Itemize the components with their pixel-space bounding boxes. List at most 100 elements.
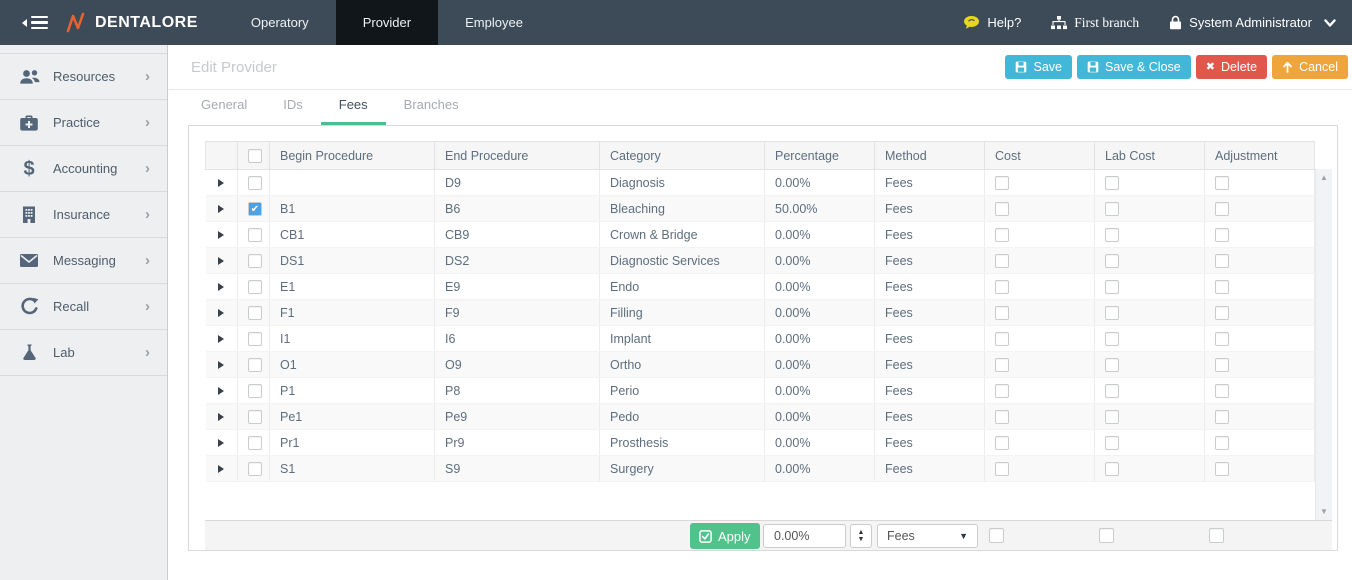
- table-row[interactable]: B1 B6 Bleaching 50.00% Fees: [205, 195, 1333, 222]
- nav-item-employee[interactable]: Employee: [465, 15, 523, 30]
- row-expand-icon[interactable]: [218, 230, 225, 239]
- adjustment-checkbox[interactable]: [1215, 201, 1229, 216]
- table-row[interactable]: F1 F9 Filling 0.00% Fees: [205, 299, 1333, 326]
- adjustment-checkbox[interactable]: [1215, 331, 1229, 346]
- sidebar-item-accounting[interactable]: $ Accounting ›: [0, 146, 167, 192]
- table-row[interactable]: I1 I6 Implant 0.00% Fees: [205, 325, 1333, 352]
- row-select-checkbox[interactable]: [248, 357, 262, 372]
- row-expand-icon[interactable]: [218, 204, 225, 213]
- scroll-up-icon[interactable]: ▲: [1320, 173, 1328, 182]
- branch-selector[interactable]: First branch: [1051, 15, 1139, 31]
- row-expand-icon[interactable]: [218, 308, 225, 317]
- step-up-icon[interactable]: ▲: [857, 529, 865, 536]
- column-header-lab-cost[interactable]: Lab Cost: [1094, 141, 1205, 170]
- sidebar-item-practice[interactable]: Practice ›: [0, 100, 167, 146]
- row-select-checkbox[interactable]: [248, 383, 262, 398]
- column-header-begin-procedure[interactable]: Begin Procedure: [269, 141, 435, 170]
- lab-cost-checkbox[interactable]: [1105, 331, 1119, 346]
- save-button[interactable]: Save: [1005, 55, 1072, 79]
- vertical-scrollbar[interactable]: ▲ ▼: [1315, 169, 1332, 520]
- tab-ids[interactable]: IDs: [283, 97, 303, 112]
- table-row[interactable]: E1 E9 Endo 0.00% Fees: [205, 273, 1333, 300]
- cost-checkbox[interactable]: [995, 253, 1009, 268]
- column-header-adjustment[interactable]: Adjustment: [1204, 141, 1315, 170]
- table-row[interactable]: Pr1 Pr9 Prosthesis 0.00% Fees: [205, 429, 1333, 456]
- row-expand-icon[interactable]: [218, 386, 225, 395]
- brand[interactable]: DENTALORE: [66, 0, 198, 45]
- row-expand-icon[interactable]: [218, 178, 225, 187]
- row-select-checkbox[interactable]: [248, 435, 262, 450]
- lab-cost-checkbox[interactable]: [1105, 461, 1119, 476]
- column-header-method[interactable]: Method: [874, 141, 985, 170]
- tab-fees[interactable]: Fees: [320, 97, 386, 125]
- cost-checkbox[interactable]: [995, 331, 1009, 346]
- step-down-icon[interactable]: ▼: [857, 536, 865, 543]
- adjustment-checkbox[interactable]: [1215, 461, 1229, 476]
- apply-adjustment-checkbox[interactable]: [1209, 528, 1224, 543]
- column-header-cost[interactable]: Cost: [984, 141, 1095, 170]
- column-header-end-procedure[interactable]: End Procedure: [434, 141, 600, 170]
- adjustment-checkbox[interactable]: [1215, 175, 1229, 190]
- lab-cost-checkbox[interactable]: [1105, 175, 1119, 190]
- sidebar-item-insurance[interactable]: Insurance ›: [0, 192, 167, 238]
- select-all-checkbox[interactable]: [248, 148, 262, 163]
- nav-item-provider[interactable]: Provider: [335, 0, 439, 45]
- row-select-checkbox[interactable]: [248, 409, 262, 424]
- save-and-close-button[interactable]: Save & Close: [1076, 55, 1191, 79]
- adjustment-checkbox[interactable]: [1215, 409, 1229, 424]
- apply-lab-cost-checkbox[interactable]: [1099, 528, 1114, 543]
- percentage-input[interactable]: [763, 524, 846, 548]
- row-expand-icon[interactable]: [218, 464, 225, 473]
- cost-checkbox[interactable]: [995, 409, 1009, 424]
- cost-checkbox[interactable]: [995, 357, 1009, 372]
- adjustment-checkbox[interactable]: [1215, 383, 1229, 398]
- apply-button[interactable]: Apply: [690, 523, 760, 549]
- delete-button[interactable]: ✖ Delete: [1195, 55, 1268, 79]
- row-expand-icon[interactable]: [218, 256, 225, 265]
- column-header-percentage[interactable]: Percentage: [764, 141, 875, 170]
- adjustment-checkbox[interactable]: [1215, 435, 1229, 450]
- sidebar-item-resources[interactable]: Resources ›: [0, 54, 167, 100]
- apply-cost-checkbox[interactable]: [989, 528, 1004, 543]
- lab-cost-checkbox[interactable]: [1105, 227, 1119, 242]
- lab-cost-checkbox[interactable]: [1105, 305, 1119, 320]
- sidebar-item-messaging[interactable]: Messaging ›: [0, 238, 167, 284]
- table-row[interactable]: DS1 DS2 Diagnostic Services 0.00% Fees: [205, 247, 1333, 274]
- table-row[interactable]: S1 S9 Surgery 0.00% Fees: [205, 455, 1333, 482]
- user-menu[interactable]: System Administrator: [1169, 15, 1336, 30]
- cost-checkbox[interactable]: [995, 383, 1009, 398]
- row-select-checkbox[interactable]: [248, 279, 262, 294]
- row-select-checkbox[interactable]: [248, 201, 262, 216]
- lab-cost-checkbox[interactable]: [1105, 253, 1119, 268]
- cost-checkbox[interactable]: [995, 305, 1009, 320]
- cost-checkbox[interactable]: [995, 175, 1009, 190]
- cancel-button[interactable]: Cancel: [1272, 55, 1348, 79]
- column-header-category[interactable]: Category: [599, 141, 765, 170]
- tab-branches[interactable]: Branches: [403, 97, 459, 112]
- lab-cost-checkbox[interactable]: [1105, 435, 1119, 450]
- lab-cost-checkbox[interactable]: [1105, 409, 1119, 424]
- sidebar-item-lab[interactable]: Lab ›: [0, 330, 167, 376]
- lab-cost-checkbox[interactable]: [1105, 383, 1119, 398]
- row-expand-icon[interactable]: [218, 282, 225, 291]
- table-row[interactable]: D9 Diagnosis 0.00% Fees: [205, 169, 1333, 196]
- cost-checkbox[interactable]: [995, 461, 1009, 476]
- tab-general[interactable]: General: [201, 97, 248, 112]
- table-row[interactable]: P1 P8 Perio 0.00% Fees: [205, 377, 1333, 404]
- scroll-down-icon[interactable]: ▼: [1320, 507, 1328, 516]
- row-expand-icon[interactable]: [218, 334, 225, 343]
- cost-checkbox[interactable]: [995, 435, 1009, 450]
- adjustment-checkbox[interactable]: [1215, 279, 1229, 294]
- adjustment-checkbox[interactable]: [1215, 357, 1229, 372]
- table-row[interactable]: Pe1 Pe9 Pedo 0.00% Fees: [205, 403, 1333, 430]
- sidebar-item-recall[interactable]: Recall ›: [0, 284, 167, 330]
- cost-checkbox[interactable]: [995, 201, 1009, 216]
- row-expand-icon[interactable]: [218, 438, 225, 447]
- cost-checkbox[interactable]: [995, 227, 1009, 242]
- row-select-checkbox[interactable]: [248, 175, 262, 190]
- row-select-checkbox[interactable]: [248, 227, 262, 242]
- nav-item-operatory[interactable]: Operatory: [250, 15, 309, 30]
- row-expand-icon[interactable]: [218, 412, 225, 421]
- row-select-checkbox[interactable]: [248, 253, 262, 268]
- row-select-checkbox[interactable]: [248, 331, 262, 346]
